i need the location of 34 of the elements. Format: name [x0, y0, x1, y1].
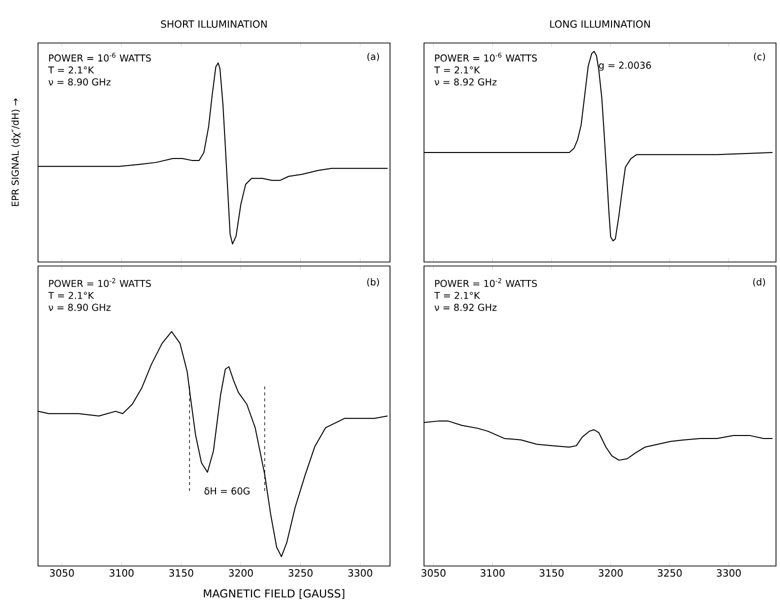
x-tick-label: 3200 — [228, 569, 253, 577]
x-tick-label: 3050 — [422, 569, 446, 577]
chart-title: SHORT ILLUMINATION — [161, 20, 267, 28]
y-axis-title: EPR SIGNAL (dχ″/dH) → — [11, 98, 21, 206]
annotation: T = 2.1°K — [434, 66, 480, 74]
annotation: ν = 8.90 GHz — [48, 78, 111, 86]
text: (a) — [367, 52, 379, 62]
x-tick-label: 3300 — [716, 569, 741, 577]
x-tick-label: 3100 — [480, 569, 505, 577]
text: POWER = 10$^{-2}$ WATTS — [435, 278, 537, 288]
text: T = 2.1°K — [434, 292, 480, 299]
annotation: T = 2.1°K — [48, 66, 94, 74]
text: (b) — [367, 278, 379, 287]
x-tick-label: 3150 — [169, 569, 194, 577]
annotation: POWER = 10$^{-6}$ WATTS — [435, 52, 537, 62]
text: T = 2.1°K — [48, 292, 94, 299]
chart-title: LONG ILLUMINATION — [550, 20, 650, 28]
annotation: g = 2.0036 — [598, 62, 651, 71]
x-tick-label: 3100 — [110, 569, 134, 577]
annotation: ν = 8.92 GHz — [434, 78, 497, 86]
text: (d) — [753, 278, 765, 287]
x-axis-title: MAGNETIC FIELD [GAUSS] — [204, 589, 344, 599]
text: POWER = 10$^{-6}$ WATTS — [49, 52, 151, 62]
text: POWER = 10$^{-2}$ WATTS — [49, 278, 151, 288]
x-tick-label: 3150 — [540, 569, 564, 577]
annotation: δH = 60G — [204, 487, 250, 495]
x-tick-label: 3200 — [598, 569, 623, 577]
x-tick-label: 3250 — [658, 569, 682, 577]
text: ν = 8.92 GHz — [434, 304, 497, 311]
x-tick-label: 3250 — [288, 569, 313, 577]
text: ν = 8.90 GHz — [48, 304, 111, 311]
x-tick-label: 3300 — [348, 569, 372, 577]
annotation: (c) — [754, 52, 765, 62]
x-tick-label: 3050 — [50, 569, 74, 577]
